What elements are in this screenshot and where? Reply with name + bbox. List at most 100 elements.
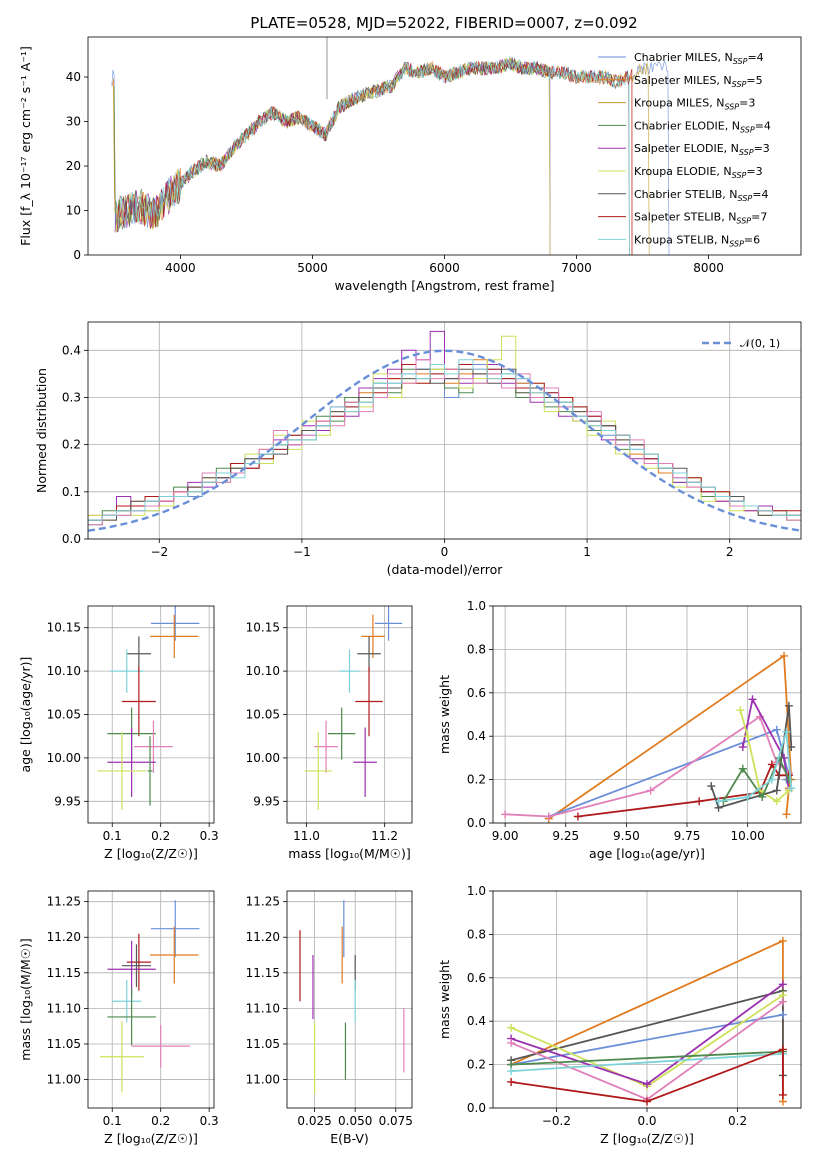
weight-marker bbox=[738, 743, 747, 752]
weight-series-line bbox=[510, 1048, 784, 1103]
legend-label: Chabrier ELODIE, NSSP=4 bbox=[634, 119, 771, 134]
x-tick-label: 0.3 bbox=[200, 829, 219, 843]
x-tick-label: −2 bbox=[150, 545, 168, 559]
weight-marker bbox=[772, 725, 781, 734]
y-axis-label: Flux [f_λ 10⁻¹⁷ erg cm⁻² s⁻¹ A⁻¹] bbox=[18, 46, 33, 246]
weight-marker bbox=[748, 695, 757, 704]
weight-marker bbox=[772, 786, 781, 795]
weight-marker bbox=[643, 1080, 651, 1089]
x-axis-label: Z [log₁₀(Z/Z☉)] bbox=[600, 1131, 694, 1146]
grid bbox=[88, 606, 214, 823]
y-tick-label: 10.10 bbox=[47, 664, 81, 678]
y-tick-label: 11.05 bbox=[246, 1037, 280, 1051]
x-tick-label: 5000 bbox=[297, 261, 328, 275]
panel-weight_vs_z: −0.2 0.0 0.2 0.0 0.2 0.4 0.6 0.8 1.0 Z [log₁₀(Z/Z… bbox=[437, 884, 802, 1146]
axes-frame bbox=[87, 605, 215, 824]
panels: 4000 5000 6000 7000 8000010203040wavelength … bbox=[18, 36, 802, 1146]
weight-marker bbox=[738, 764, 747, 773]
y-tick-label: 10.05 bbox=[246, 708, 280, 722]
axes-frame bbox=[492, 605, 802, 824]
y-axis-label: mass weight bbox=[437, 675, 452, 754]
y-tick-label: 9.95 bbox=[54, 794, 81, 808]
weight-marker bbox=[544, 812, 553, 821]
x-tick-label: 11.0 bbox=[293, 829, 320, 843]
weight-marker bbox=[507, 1077, 516, 1086]
weight-marker bbox=[507, 1067, 516, 1076]
x-tick-label: 6000 bbox=[429, 261, 460, 275]
y-tick-label: 11.25 bbox=[47, 895, 81, 909]
y-tick-label: 0.6 bbox=[467, 686, 486, 700]
weight-marker bbox=[778, 936, 787, 945]
y-tick-label: 1.0 bbox=[467, 599, 486, 613]
normal-curve bbox=[88, 349, 801, 532]
y-tick-label: 11.15 bbox=[246, 966, 280, 980]
weight-marker bbox=[743, 792, 752, 801]
axes-frame bbox=[87, 36, 802, 256]
y-tick-label: 0.0 bbox=[467, 816, 486, 830]
legend-label: Salpeter MILES, NSSP=5 bbox=[634, 74, 763, 89]
x-tick-label: 2 bbox=[726, 545, 734, 559]
weight-marker bbox=[743, 732, 752, 741]
x-axis-label: E(B-V) bbox=[330, 1131, 369, 1146]
x-axis-label: Z [log₁₀(Z/Z☉)] bbox=[104, 1131, 198, 1146]
spectrum-series-line bbox=[116, 60, 633, 255]
y-tick-label: 0.4 bbox=[62, 343, 81, 357]
y-tick-label: 0 bbox=[73, 248, 81, 262]
panel-age_vs_mass: 11.0 11.2 9.95 10.00 10.05 10.10 10.15 mass [lo… bbox=[246, 605, 413, 861]
y-tick-label: 0.2 bbox=[467, 1058, 486, 1072]
x-tick-label: 7000 bbox=[561, 261, 592, 275]
y-tick-label: 40 bbox=[66, 70, 81, 84]
weight-marker bbox=[778, 1090, 787, 1099]
x-axis-label: (data-model)/error bbox=[387, 562, 504, 577]
x-axis-label: Z [log₁₀(Z/Z☉)] bbox=[104, 846, 198, 861]
weight-marker bbox=[784, 701, 793, 710]
x-tick-label: 0.2 bbox=[151, 829, 170, 843]
grid bbox=[88, 891, 214, 1108]
x-tick-label: 0.075 bbox=[379, 1114, 413, 1128]
x-tick-label: 0.0 bbox=[637, 1114, 656, 1128]
y-tick-label: 30 bbox=[66, 115, 81, 129]
y-tick-label: 0.0 bbox=[62, 532, 81, 546]
x-tick-label: 0.2 bbox=[151, 1114, 170, 1128]
weight-marker bbox=[787, 743, 796, 752]
y-tick-label: 0.6 bbox=[467, 971, 486, 985]
x-tick-label: 0.1 bbox=[103, 829, 122, 843]
weight-marker bbox=[646, 786, 655, 795]
x-tick-label: 0.2 bbox=[728, 1114, 747, 1128]
plot-area bbox=[507, 936, 787, 1106]
y-tick-label: 0.4 bbox=[467, 729, 486, 743]
histogram-step bbox=[88, 359, 801, 539]
y-tick-label: 11.25 bbox=[246, 895, 280, 909]
axes-frame bbox=[87, 321, 802, 540]
legend-label: Kroupa STELIB, NSSP=6 bbox=[634, 233, 760, 248]
x-tick-label: 0.025 bbox=[297, 1114, 331, 1128]
weight-series-line bbox=[548, 728, 790, 818]
x-tick-label: 0.1 bbox=[103, 1114, 122, 1128]
weight-marker bbox=[772, 797, 781, 806]
y-tick-label: 0.4 bbox=[467, 1014, 486, 1028]
legend-label: Salpeter STELIB, NSSP=7 bbox=[634, 211, 767, 226]
plot-area bbox=[100, 900, 200, 1093]
x-tick-label: 9.00 bbox=[492, 829, 519, 843]
weight-marker bbox=[507, 1023, 516, 1032]
legend-label: 𝒩(0, 1) bbox=[740, 337, 780, 350]
weight-marker bbox=[736, 706, 745, 715]
y-tick-label: 11.00 bbox=[47, 1073, 81, 1087]
plot-area bbox=[111, 37, 670, 255]
y-tick-label: 10.15 bbox=[47, 621, 81, 635]
weight-marker bbox=[782, 810, 791, 819]
grid bbox=[287, 891, 412, 1108]
panel-mass_vs_ebv: 0.025 0.050 0.075 11.00 11.05 11.10 11.15 11.20… bbox=[246, 890, 413, 1146]
x-tick-label: 9.25 bbox=[552, 829, 579, 843]
legend-label: Salpeter ELODIE, NSSP=3 bbox=[634, 142, 770, 157]
x-tick-label: 9.50 bbox=[613, 829, 640, 843]
y-tick-label: 20 bbox=[66, 159, 81, 173]
y-tick-label: 0.8 bbox=[467, 927, 486, 941]
weight-marker bbox=[714, 797, 723, 806]
y-tick-label: 10.15 bbox=[246, 621, 280, 635]
weight-marker bbox=[787, 784, 796, 793]
weight-series-line bbox=[505, 715, 790, 818]
y-tick-label: 10.00 bbox=[47, 751, 81, 765]
weight-marker bbox=[707, 782, 716, 791]
y-tick-label: 0.3 bbox=[62, 390, 81, 404]
